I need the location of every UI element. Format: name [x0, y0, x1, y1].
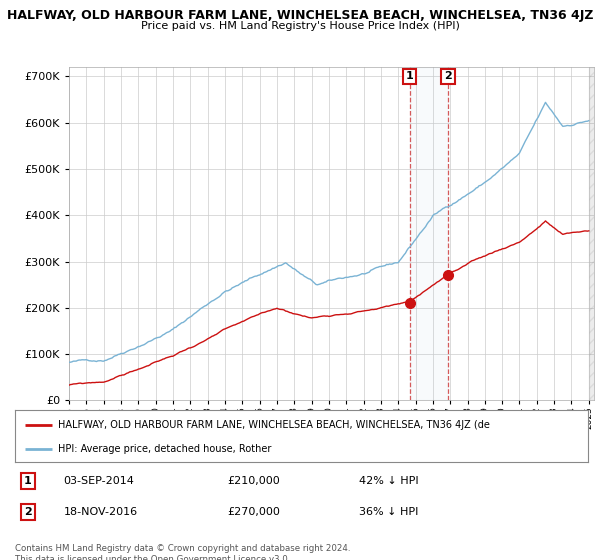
- Text: 1: 1: [406, 72, 413, 81]
- Text: HALFWAY, OLD HARBOUR FARM LANE, WINCHELSEA BEACH, WINCHELSEA, TN36 4JZ: HALFWAY, OLD HARBOUR FARM LANE, WINCHELS…: [7, 9, 593, 22]
- Text: 1: 1: [24, 476, 31, 486]
- Text: 2: 2: [24, 507, 31, 517]
- Text: 42% ↓ HPI: 42% ↓ HPI: [359, 476, 418, 486]
- Text: 18-NOV-2016: 18-NOV-2016: [64, 507, 138, 517]
- Bar: [410, 67, 448, 400]
- Text: HPI: Average price, detached house, Rother: HPI: Average price, detached house, Roth…: [58, 444, 271, 454]
- Text: £270,000: £270,000: [227, 507, 280, 517]
- Text: Contains HM Land Registry data © Crown copyright and database right 2024.
This d: Contains HM Land Registry data © Crown c…: [15, 544, 350, 560]
- Text: £210,000: £210,000: [227, 476, 280, 486]
- Text: HALFWAY, OLD HARBOUR FARM LANE, WINCHELSEA BEACH, WINCHELSEA, TN36 4JZ (de: HALFWAY, OLD HARBOUR FARM LANE, WINCHELS…: [58, 420, 490, 430]
- Text: Price paid vs. HM Land Registry's House Price Index (HPI): Price paid vs. HM Land Registry's House …: [140, 21, 460, 31]
- Text: 2: 2: [444, 72, 452, 81]
- Text: 36% ↓ HPI: 36% ↓ HPI: [359, 507, 418, 517]
- Bar: [589, 67, 598, 400]
- Text: 03-SEP-2014: 03-SEP-2014: [64, 476, 134, 486]
